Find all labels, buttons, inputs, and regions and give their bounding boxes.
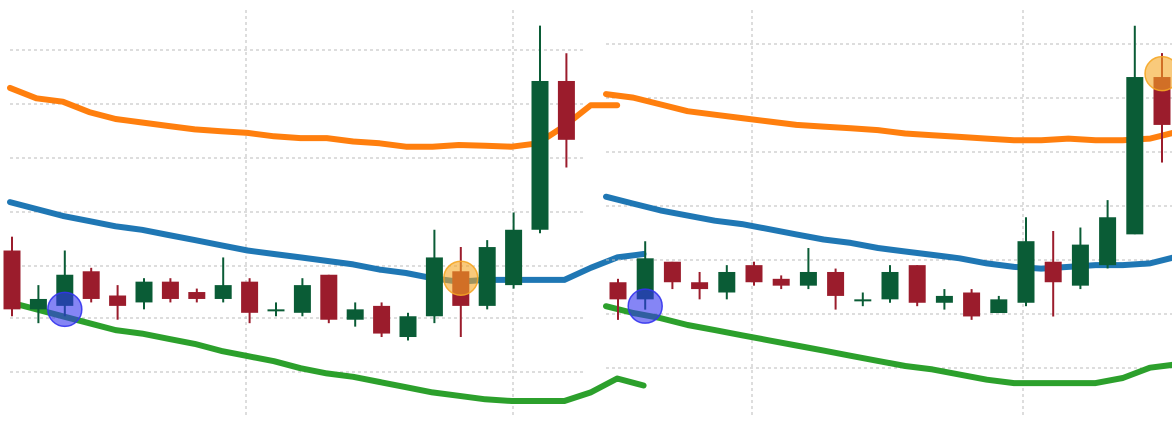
candle-up bbox=[854, 292, 872, 307]
candle-body bbox=[691, 282, 709, 290]
candle-up bbox=[718, 265, 736, 300]
candle-body bbox=[557, 80, 575, 140]
sell-signal-marker bbox=[443, 260, 479, 296]
candle-down bbox=[908, 265, 926, 307]
candle-up bbox=[935, 289, 953, 310]
candle-body bbox=[161, 281, 179, 299]
candle-body bbox=[908, 265, 926, 303]
candle-up bbox=[214, 257, 232, 303]
candle-up bbox=[1071, 227, 1089, 290]
middle-band-line bbox=[603, 193, 1172, 272]
candle-up bbox=[293, 278, 311, 317]
candle-up bbox=[1017, 217, 1035, 307]
lower-band-line bbox=[7, 299, 647, 404]
candle-up bbox=[1126, 25, 1144, 235]
candle-up bbox=[135, 278, 153, 310]
candle-down bbox=[82, 267, 100, 303]
candle-body bbox=[505, 229, 523, 286]
candle-body bbox=[1071, 244, 1089, 286]
candle-body bbox=[188, 292, 206, 299]
candle-down bbox=[241, 278, 259, 324]
candle-body bbox=[399, 316, 417, 338]
candle-up bbox=[531, 25, 549, 234]
candle-body bbox=[373, 305, 391, 334]
candle-body bbox=[1044, 261, 1062, 283]
chart-panel-left bbox=[3, 10, 647, 418]
candle-body bbox=[346, 309, 364, 320]
candle-up bbox=[346, 302, 364, 327]
candle-down bbox=[963, 289, 981, 320]
candle-down bbox=[609, 278, 627, 320]
candle-down bbox=[188, 288, 206, 303]
candle-body bbox=[1017, 241, 1035, 303]
candle-down bbox=[373, 302, 391, 338]
candle-up bbox=[478, 240, 496, 310]
candle-up bbox=[399, 312, 417, 341]
candle-body bbox=[799, 271, 817, 286]
candle-down bbox=[827, 268, 845, 310]
candle-body bbox=[1099, 217, 1117, 266]
candle-body bbox=[135, 281, 153, 303]
candle-up bbox=[267, 302, 285, 317]
candle-down bbox=[1044, 230, 1062, 317]
candle-body bbox=[214, 285, 232, 299]
candle-up bbox=[505, 212, 523, 289]
buy-signal-marker bbox=[627, 288, 663, 324]
candle-up bbox=[881, 265, 899, 303]
candle-body bbox=[827, 271, 845, 296]
candle-body bbox=[82, 271, 100, 299]
middle-band-line bbox=[7, 199, 647, 285]
candle-down bbox=[161, 278, 179, 303]
upper-band-line bbox=[603, 91, 1172, 144]
candle-body bbox=[425, 257, 443, 317]
candle-body bbox=[267, 309, 285, 312]
candle-down bbox=[772, 275, 790, 290]
upper-band-line bbox=[7, 84, 621, 150]
candle-body bbox=[772, 278, 790, 286]
candle-body bbox=[1126, 77, 1144, 235]
candle-body bbox=[990, 299, 1008, 314]
candle-body bbox=[3, 250, 21, 310]
candle-down bbox=[745, 261, 763, 286]
candle-down bbox=[557, 53, 575, 168]
candle-body bbox=[29, 298, 47, 310]
candle-up bbox=[990, 295, 1008, 314]
candle-body bbox=[745, 265, 763, 283]
candle-body bbox=[854, 299, 872, 302]
candle-body bbox=[663, 261, 681, 283]
candle-up bbox=[29, 285, 47, 324]
candle-body bbox=[718, 271, 736, 293]
candle-down bbox=[320, 274, 338, 324]
candle-body bbox=[109, 295, 127, 306]
chart-panel-right bbox=[603, 10, 1172, 418]
candle-up bbox=[425, 229, 443, 324]
sell-signal-marker bbox=[1144, 55, 1172, 92]
candle-body bbox=[609, 282, 627, 300]
candle-down bbox=[663, 261, 681, 290]
candle-body bbox=[241, 281, 259, 313]
candle-up bbox=[1099, 200, 1117, 269]
candle-up bbox=[799, 248, 817, 290]
buy-signal-marker bbox=[47, 291, 83, 328]
candle-down bbox=[109, 285, 127, 320]
candle-down bbox=[691, 271, 709, 300]
candle-body bbox=[320, 274, 338, 320]
candle-down bbox=[3, 236, 21, 317]
candle-body bbox=[531, 80, 549, 230]
candle-body bbox=[881, 271, 899, 300]
candle-body bbox=[478, 247, 496, 306]
candle-body bbox=[293, 285, 311, 313]
candle-body bbox=[963, 292, 981, 317]
lower-band-line bbox=[603, 303, 1172, 387]
candle-body bbox=[935, 295, 953, 303]
